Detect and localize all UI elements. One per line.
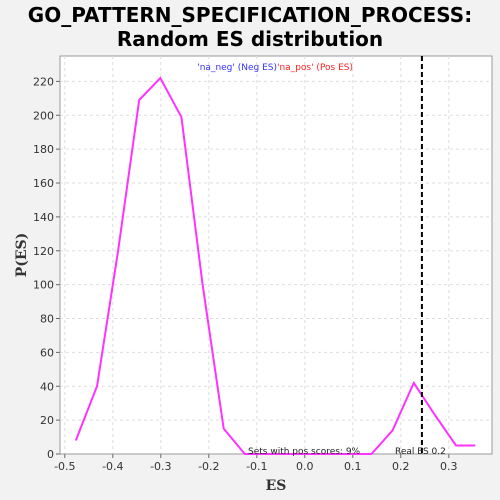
y-tick-label: 160 bbox=[33, 177, 54, 190]
positive-scores-annotation: Sets with pos scores: 9% bbox=[248, 447, 361, 457]
x-axis-label: ES bbox=[266, 478, 287, 494]
y-tick-label: 120 bbox=[33, 245, 54, 258]
legend-pos-label: 'na_pos' (Pos ES) bbox=[277, 63, 353, 73]
plot-area bbox=[59, 55, 493, 455]
y-axis-ticks: 0 20 40 60 80 100 120 140 160 180 200 220 bbox=[33, 75, 60, 461]
y-tick-label: 100 bbox=[33, 279, 54, 292]
legend-neg-label: 'na_neg' (Neg ES) bbox=[197, 63, 277, 73]
y-tick-label: 180 bbox=[33, 143, 54, 156]
y-tick-label: 220 bbox=[33, 75, 54, 88]
y-tick-label: 200 bbox=[33, 109, 54, 122]
x-tick-label: -0.5 bbox=[54, 460, 75, 473]
x-tick-label: -0.4 bbox=[102, 460, 123, 473]
chart-title-line2: Random ES distribution bbox=[116, 27, 384, 51]
x-tick-label: -0.1 bbox=[246, 460, 267, 473]
x-tick-label: 0.0 bbox=[296, 460, 314, 473]
x-tick-label: 0.3 bbox=[440, 460, 458, 473]
y-tick-label: 60 bbox=[40, 346, 54, 359]
y-axis-label: P(ES) bbox=[14, 233, 30, 278]
y-tick-label: 0 bbox=[47, 448, 54, 461]
x-tick-label: -0.2 bbox=[198, 460, 219, 473]
x-axis-ticks: -0.5 -0.4 -0.3 -0.2 -0.1 0.0 0.1 0.2 0.3 bbox=[54, 454, 458, 473]
x-tick-label: 0.2 bbox=[392, 460, 410, 473]
x-tick-label: -0.3 bbox=[150, 460, 171, 473]
y-tick-label: 140 bbox=[33, 211, 54, 224]
y-tick-label: 40 bbox=[40, 380, 54, 393]
chart-title-line1: GO_PATTERN_SPECIFICATION_PROCESS: bbox=[27, 3, 473, 27]
series-line bbox=[74, 76, 476, 455]
real-es-label: Real ES 0.2 bbox=[395, 447, 446, 457]
x-tick-label: 0.1 bbox=[344, 460, 362, 473]
y-tick-label: 20 bbox=[40, 414, 54, 427]
grid-lines bbox=[60, 56, 492, 454]
y-tick-label: 80 bbox=[40, 313, 54, 326]
